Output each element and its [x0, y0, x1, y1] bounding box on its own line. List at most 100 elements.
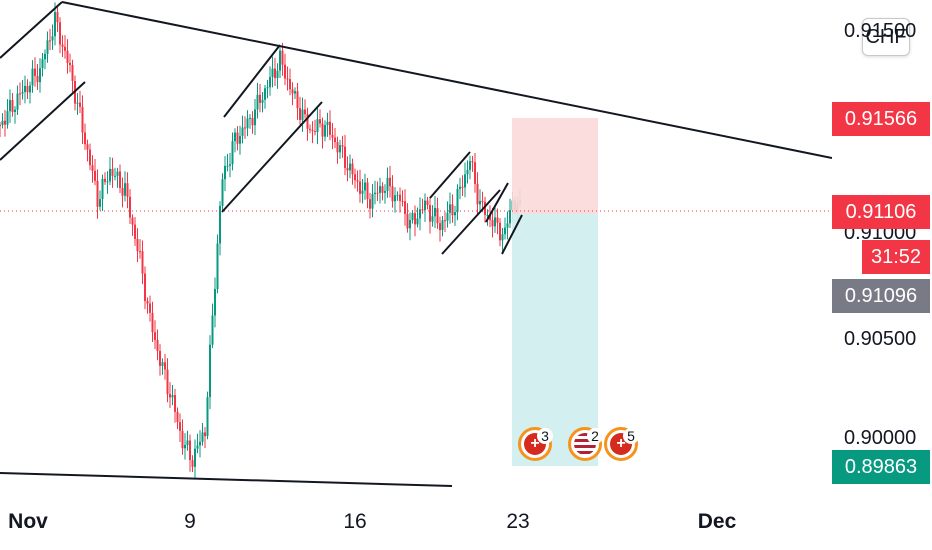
candle-body	[336, 142, 339, 153]
candle-body	[279, 50, 281, 71]
candle-body	[209, 344, 211, 398]
candle-body	[304, 109, 306, 115]
candle-body	[391, 186, 394, 202]
candle-body	[291, 89, 294, 94]
candle-body	[239, 135, 241, 144]
candle-body	[381, 186, 384, 193]
entry-price-tag[interactable]: 0.91106	[832, 195, 930, 229]
candle-body	[419, 209, 421, 219]
candle-body	[219, 205, 221, 244]
candle-body	[471, 161, 474, 163]
candle-body	[49, 40, 51, 42]
candle-body	[201, 432, 204, 442]
candle-body	[1, 120, 4, 125]
candle-body	[144, 273, 146, 301]
candle-body	[179, 422, 181, 431]
candle-body	[361, 190, 364, 194]
candle-body	[274, 68, 276, 79]
candle-body	[379, 186, 381, 193]
candle-body	[156, 339, 159, 351]
stop-loss-zone[interactable]	[512, 118, 598, 214]
candle-body	[24, 85, 26, 93]
candle-body	[364, 182, 366, 191]
candle-body	[346, 167, 349, 171]
candle-body	[214, 289, 216, 316]
candle-body	[261, 99, 264, 103]
candle-body	[386, 177, 389, 191]
price-chart[interactable]	[0, 0, 832, 550]
event-count: 5	[623, 428, 639, 444]
x-tick-label: 9	[184, 510, 196, 533]
candle-body	[384, 190, 386, 193]
candle-body	[199, 441, 201, 446]
channel-line	[221, 101, 323, 213]
candle-body	[246, 118, 249, 129]
candle-body	[211, 315, 214, 345]
candle-body	[429, 205, 431, 222]
candle-body	[69, 62, 71, 65]
currency-button[interactable]: CHF	[862, 18, 910, 56]
candle-body	[159, 350, 161, 366]
candle-body	[191, 460, 194, 467]
candle-body	[446, 212, 449, 221]
candle-body	[99, 199, 101, 207]
candle-body	[236, 132, 239, 144]
candle-body	[174, 395, 176, 412]
candle-body	[374, 192, 376, 195]
trendlines[interactable]	[0, 1, 832, 487]
y-tick-label: 0.90000	[844, 427, 917, 449]
channel-line	[429, 151, 471, 199]
candle-body	[299, 108, 301, 120]
candle-body	[451, 204, 454, 216]
economic-event-marker[interactable]: 2	[568, 427, 603, 461]
candle-body	[59, 22, 61, 45]
candle-body	[404, 201, 406, 214]
candle-body	[186, 440, 189, 445]
candle-body	[131, 217, 134, 225]
candle-body	[104, 178, 106, 182]
candle-body	[21, 92, 24, 94]
candle-body	[189, 440, 191, 461]
candle-body	[64, 46, 66, 51]
candle-body	[121, 188, 124, 196]
y-tick-label: 0.90500	[844, 328, 917, 350]
candle-body	[319, 119, 321, 124]
candle-body	[476, 183, 479, 205]
candle-body	[101, 178, 104, 200]
candle-body	[416, 218, 419, 225]
candle-body	[369, 199, 371, 209]
candle-body	[46, 40, 49, 54]
candle-body	[306, 114, 309, 129]
candle-body	[399, 194, 401, 201]
candle-body	[109, 168, 111, 182]
take-profit-price-tag[interactable]: 0.89863	[832, 450, 930, 484]
candle-body	[151, 312, 154, 333]
candle-body	[106, 181, 109, 183]
candle-body	[474, 162, 476, 184]
candle-body	[344, 146, 346, 168]
candle-body	[226, 165, 229, 167]
candle-body	[436, 208, 439, 224]
take-profit-zone[interactable]	[512, 214, 598, 466]
economic-event-marker[interactable]: + 3	[518, 427, 553, 461]
candle-body	[324, 125, 326, 137]
candle-body	[181, 430, 184, 449]
candle-body	[171, 395, 174, 398]
economic-event-marker[interactable]: + 5	[604, 427, 639, 461]
candle-body	[119, 171, 121, 189]
candle-body	[249, 117, 251, 119]
channel-line	[441, 189, 501, 255]
candle-body	[114, 175, 116, 177]
candle-body	[339, 145, 341, 153]
candle-body	[71, 64, 74, 81]
channel-line	[223, 44, 281, 118]
candle-body	[509, 210, 511, 224]
stop-loss-price-tag[interactable]: 0.91566	[832, 102, 930, 136]
candle-body	[196, 445, 199, 449]
candle-body	[504, 227, 506, 235]
candle-body	[29, 85, 31, 93]
candle-body	[459, 186, 461, 189]
candle-body	[311, 129, 314, 132]
candle-body	[44, 53, 46, 60]
last-price-tag: 0.91096	[832, 279, 930, 313]
